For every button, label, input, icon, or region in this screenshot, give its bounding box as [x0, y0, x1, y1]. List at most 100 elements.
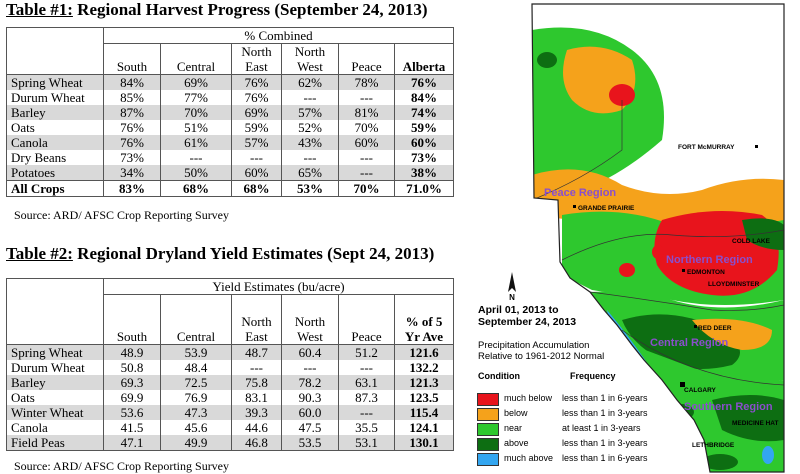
col-header: North West: [281, 294, 339, 345]
table-cell: 70%: [338, 120, 395, 135]
table-cell: Potatoes: [6, 165, 104, 181]
city-medicine-hat: MEDICINE HAT: [732, 420, 778, 427]
north-arrow-icon: [508, 272, 516, 292]
table-cell: 69%: [160, 74, 232, 90]
table-cell: 121.6: [394, 344, 454, 360]
table-cell: 68%: [231, 180, 282, 197]
table-cell: ---: [338, 405, 395, 420]
table-cell: 49.9: [160, 435, 232, 451]
table-cell: Dry Beans: [6, 150, 104, 165]
table-cell: 77%: [160, 90, 232, 105]
table-cell: 130.1: [394, 435, 454, 451]
table-row: Oats 76% 51% 59% 52% 70% 59%: [6, 120, 454, 135]
table-cell: 73%: [103, 150, 161, 165]
table-cell: ---: [338, 360, 395, 375]
table-cell: ---: [281, 90, 339, 105]
table-cell: 47.3: [160, 405, 232, 420]
table-cell: 83%: [103, 180, 161, 197]
legend-swatch: [477, 438, 499, 451]
table-cell: 60%: [231, 165, 282, 181]
table-cell: 47.1: [103, 435, 161, 451]
legend-frequency: at least 1 in 3-years: [562, 423, 641, 433]
table1-title: Table #1: Regional Harvest Progress (Sep…: [6, 0, 428, 20]
table-row: Winter Wheat 53.6 47.3 39.3 60.0 --- 115.4: [6, 405, 454, 420]
table-cell: 41.5: [103, 420, 161, 435]
table-cell: 68%: [160, 180, 232, 197]
table-cell: Oats: [6, 390, 104, 405]
city-marker-icon: [694, 325, 697, 328]
table-cell: 59%: [231, 120, 282, 135]
table-cell: 87%: [103, 105, 161, 120]
yield-estimates-table: Yield Estimates (bu/acre) South Central …: [6, 278, 454, 451]
col-header: Central: [160, 43, 232, 75]
table1-title-text: Regional Harvest Progress (September 24,…: [72, 0, 428, 19]
table-cell: 73%: [394, 150, 454, 165]
table-row: Field Peas 47.1 49.9 46.8 53.5 53.1 130.1: [6, 435, 454, 451]
legend-swatch: [477, 423, 499, 436]
table2-title-prefix: Table #2:: [6, 244, 73, 263]
map-title-line1: April 01, 2013 to: [478, 304, 559, 316]
table-cell: 53%: [281, 180, 339, 197]
table-cell: 53.5: [281, 435, 339, 451]
table-cell: ---: [281, 150, 339, 165]
table-cell: 76%: [103, 120, 161, 135]
table-cell: 59%: [394, 120, 454, 135]
table-cell: 53.9: [160, 344, 232, 360]
table-cell: 48.4: [160, 360, 232, 375]
table-cell: 70%: [338, 180, 395, 197]
table-cell: 81%: [338, 105, 395, 120]
legend-swatch: [477, 393, 499, 406]
table-cell: 85%: [103, 90, 161, 105]
table-cell: [6, 278, 104, 295]
legend-condition-header: Condition: [478, 371, 520, 381]
table-cell: Field Peas: [6, 435, 104, 451]
city-marker-icon: [682, 269, 685, 272]
table-cell: 132.2: [394, 360, 454, 375]
table-cell: 43%: [281, 135, 339, 150]
table-cell: 60%: [394, 135, 454, 150]
table-cell: [6, 27, 104, 44]
city-edmonton: EDMONTON: [687, 269, 725, 276]
table-cell: ---: [338, 165, 395, 181]
table-row: Canola 41.5 45.6 44.6 47.5 35.5 124.1: [6, 420, 454, 435]
table-cell: 76%: [103, 135, 161, 150]
table-cell: 61%: [160, 135, 232, 150]
table-cell: 45.6: [160, 420, 232, 435]
table-row: Durum Wheat 85% 77% 76% --- --- 84%: [6, 90, 454, 105]
region-label-northern: Northern Region: [666, 254, 753, 266]
table-cell: 51%: [160, 120, 232, 135]
table-cell: 74%: [394, 105, 454, 120]
table-cell: Canola: [6, 135, 104, 150]
col-header-pct-5yr: % of 5 Yr Ave: [394, 294, 454, 345]
col-header: North East: [231, 43, 282, 75]
table-cell: 71.0%: [394, 180, 454, 197]
legend-condition: much above: [504, 453, 554, 463]
city-marker-icon: [755, 145, 758, 148]
table-cell: 65%: [281, 165, 339, 181]
table-cell: Durum Wheat: [6, 360, 104, 375]
table-cell: Winter Wheat: [6, 405, 104, 420]
table-cell: 75.8: [231, 375, 282, 390]
table-cell: 83.1: [231, 390, 282, 405]
table-cell: 50%: [160, 165, 232, 181]
legend-swatch: [477, 453, 499, 466]
table-cell: 84%: [394, 90, 454, 105]
precipitation-map: N Peace Region Northern Region Central R…: [508, 3, 785, 473]
table-cell: 38%: [394, 165, 454, 181]
table-cell: 46.8: [231, 435, 282, 451]
table-cell: 39.3: [231, 405, 282, 420]
map-legend: April 01, 2013 to September 24, 2013 Pre…: [478, 304, 648, 383]
legend-frequency: less than 1 in 3-years: [562, 408, 648, 418]
table-cell: 76%: [231, 90, 282, 105]
north-label: N: [509, 293, 515, 302]
table-cell: 70%: [160, 105, 232, 120]
col-header: North West: [281, 43, 339, 75]
region-label-central: Central Region: [650, 337, 729, 349]
table-cell: 87.3: [338, 390, 395, 405]
table2-source: Source: ARD/ AFSC Crop Reporting Survey: [14, 459, 230, 473]
alberta-outline: [531, 3, 785, 473]
table-cell: 57%: [231, 135, 282, 150]
table-cell: 69.3: [103, 375, 161, 390]
table-row: Barley 69.3 72.5 75.8 78.2 63.1 121.3: [6, 375, 454, 390]
table-cell: 48.7: [231, 344, 282, 360]
